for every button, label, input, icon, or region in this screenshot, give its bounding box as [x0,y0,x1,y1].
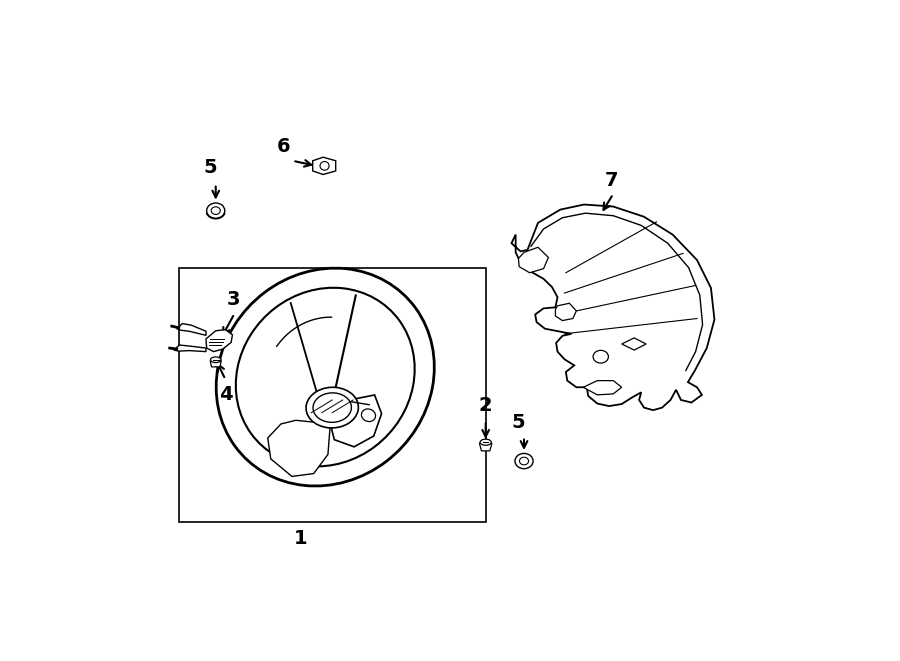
Text: 5: 5 [203,158,217,177]
Ellipse shape [515,453,533,469]
Polygon shape [518,247,548,273]
Text: 5: 5 [511,412,526,432]
Polygon shape [267,420,330,477]
Polygon shape [312,157,336,175]
Ellipse shape [519,457,528,465]
Polygon shape [176,324,206,335]
Text: 3: 3 [227,290,240,309]
Text: 2: 2 [479,396,492,415]
Ellipse shape [593,350,608,363]
Ellipse shape [313,393,351,422]
Ellipse shape [362,409,375,422]
Ellipse shape [207,203,225,218]
Polygon shape [583,381,622,395]
Ellipse shape [216,268,435,486]
Text: 1: 1 [294,529,308,548]
Text: 4: 4 [219,385,232,404]
Polygon shape [206,330,232,352]
Text: 7: 7 [605,171,618,190]
Polygon shape [174,345,206,352]
Polygon shape [330,395,382,447]
Text: 6: 6 [276,137,290,156]
Polygon shape [480,444,492,451]
Ellipse shape [211,357,221,363]
Bar [179,268,486,522]
Polygon shape [511,204,715,410]
Ellipse shape [212,207,220,214]
Polygon shape [555,303,576,321]
Ellipse shape [480,439,491,446]
Ellipse shape [236,288,415,467]
Ellipse shape [320,161,329,170]
Polygon shape [622,338,646,350]
Polygon shape [210,361,221,367]
Ellipse shape [306,387,358,428]
